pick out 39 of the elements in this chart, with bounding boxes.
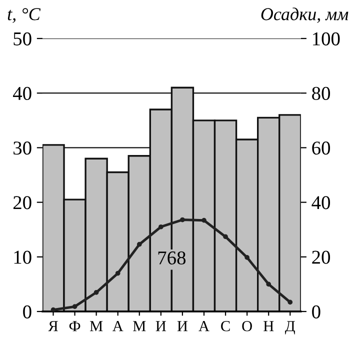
y2-tick-label: 0	[312, 305, 320, 318]
y-tick-label: 50	[14, 32, 32, 46]
point	[223, 234, 228, 240]
annotation: 768	[158, 251, 186, 264]
x-tick-label: С	[221, 321, 230, 332]
point	[136, 242, 142, 247]
point	[115, 270, 120, 276]
x-tick-label: О	[242, 321, 252, 332]
y-tick-label: 40	[13, 86, 32, 100]
x-tick-label: И	[156, 321, 166, 332]
y-axis-title: t, °C	[8, 8, 41, 23]
x-tick-label: М	[133, 321, 146, 332]
x-tick-label: И	[177, 321, 188, 332]
x-tick-label: Я	[48, 321, 58, 332]
y2-axis-title: Осадки, мм	[261, 8, 348, 23]
x-tick-label: А	[198, 321, 210, 332]
x-tick-label: А	[112, 321, 124, 332]
point	[50, 307, 56, 312]
y2-tick-label: 100	[313, 32, 340, 46]
x-tick-label: Ф	[69, 321, 80, 332]
x-tick-label: Д	[285, 321, 295, 334]
y2-tick-label: 40	[312, 196, 330, 210]
point	[288, 300, 293, 305]
point	[94, 290, 99, 295]
y-tick-label: 0	[23, 305, 32, 318]
y2-tick-label: 20	[312, 250, 330, 264]
y-tick-label: 30	[14, 142, 32, 155]
y-tick-label: 20	[13, 196, 32, 210]
y-tick-label: 10	[14, 250, 32, 264]
point	[202, 218, 206, 223]
point	[244, 255, 250, 260]
y2-tick-label: 80	[312, 86, 330, 100]
point	[266, 282, 272, 287]
x-tick-label: М	[90, 321, 103, 332]
x-tick-label: Н	[264, 321, 274, 332]
point	[72, 304, 78, 310]
y2-tick-label: 60	[312, 142, 330, 155]
point	[158, 224, 164, 230]
point	[180, 217, 185, 222]
